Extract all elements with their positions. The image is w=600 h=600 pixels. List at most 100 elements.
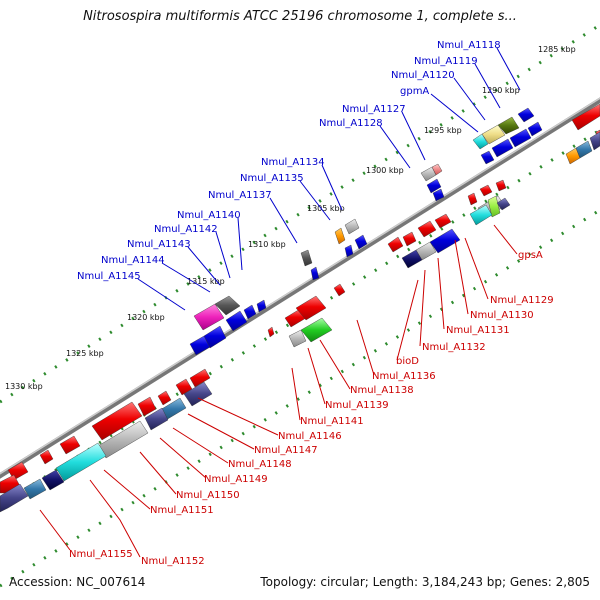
- gene-feature: [472, 133, 489, 150]
- gene-feature: [344, 244, 354, 258]
- label-Nmul_A1149[interactable]: Nmul_A1149: [204, 474, 268, 485]
- label-gpmA[interactable]: gpmA: [400, 86, 429, 97]
- gene-feature: [137, 396, 157, 417]
- reverse-strand-features: [0, 121, 600, 513]
- label-Nmul_A1150[interactable]: Nmul_A1150: [176, 490, 240, 501]
- label-Nmul_A1140[interactable]: Nmul_A1140: [177, 210, 241, 221]
- gene-feature: [288, 329, 307, 348]
- label-Nmul_A1143[interactable]: Nmul_A1143: [127, 239, 191, 250]
- gene-feature: [183, 381, 213, 407]
- gene-feature: [189, 368, 211, 388]
- gene-feature: [401, 249, 423, 269]
- scale-label-1295: 1295 kbp: [424, 126, 462, 135]
- gene-feature: [479, 184, 493, 197]
- gene-feature: [575, 140, 593, 159]
- gene-feature: [431, 163, 443, 176]
- outer-tick-ring: [0, 23, 600, 404]
- gene-feature: [193, 303, 225, 331]
- label-Nmul_A1146[interactable]: Nmul_A1146: [278, 431, 342, 442]
- scale-label-1305: 1305 kbp: [307, 204, 345, 213]
- gene-feature: [267, 326, 275, 338]
- scale-labels: 1285 kbp 1290 kbp 1295 kbp 1300 kbp 1305…: [5, 45, 576, 391]
- gene-feature: [429, 228, 461, 254]
- gene-feature: [469, 204, 493, 226]
- label-Nmul_A1119[interactable]: Nmul_A1119: [414, 56, 478, 67]
- gene-feature: [495, 179, 507, 192]
- label-Nmul_A1142[interactable]: Nmul_A1142: [154, 224, 218, 235]
- label-Nmul_A1128[interactable]: Nmul_A1128: [319, 118, 383, 129]
- page-title: Nitrosospira multiformis ATCC 25196 chro…: [83, 9, 517, 24]
- mid-tick-ring: [0, 128, 600, 507]
- label-Nmul_A1129[interactable]: Nmul_A1129: [490, 295, 554, 306]
- label-Nmul_A1138[interactable]: Nmul_A1138: [350, 385, 414, 396]
- label-bioD[interactable]: bioD: [396, 356, 419, 367]
- forward-gene-labels: Nmul_A1118 Nmul_A1119 Nmul_A1120 gpmA Nm…: [77, 40, 501, 282]
- label-Nmul_A1136[interactable]: Nmul_A1136: [372, 371, 436, 382]
- reverse-gene-labels: gpsA Nmul_A1129 Nmul_A1130 Nmul_A1131 Nm…: [69, 250, 554, 567]
- gene-feature: [295, 295, 327, 321]
- gene-feature: [354, 234, 368, 250]
- scale-label-1285: 1285 kbp: [538, 45, 576, 54]
- label-Nmul_A1152[interactable]: Nmul_A1152: [141, 556, 205, 567]
- label-Nmul_A1127[interactable]: Nmul_A1127: [342, 104, 406, 115]
- gene-feature: [402, 231, 417, 247]
- gene-feature: [144, 407, 169, 431]
- gene-feature: [23, 478, 47, 500]
- gene-feature: [487, 195, 501, 218]
- gene-feature: [432, 188, 445, 202]
- label-Nmul_A1137[interactable]: Nmul_A1137: [208, 190, 272, 201]
- gene-feature: [434, 213, 452, 229]
- gene-feature: [517, 107, 535, 123]
- gene-feature: [344, 218, 360, 235]
- scale-label-1325: 1325 kbp: [66, 349, 104, 358]
- label-Nmul_A1151[interactable]: Nmul_A1151: [150, 505, 214, 516]
- gene-feature: [497, 116, 520, 135]
- gene-feature: [426, 178, 442, 194]
- label-Nmul_A1131[interactable]: Nmul_A1131: [446, 325, 510, 336]
- gene-feature: [334, 227, 346, 245]
- label-Nmul_A1132[interactable]: Nmul_A1132: [422, 342, 486, 353]
- label-Nmul_A1147[interactable]: Nmul_A1147: [254, 445, 318, 456]
- label-Nmul_A1145[interactable]: Nmul_A1145: [77, 271, 141, 282]
- scale-label-1290: 1290 kbp: [482, 86, 520, 95]
- gene-feature: [571, 103, 600, 131]
- chromosome-backbone: [0, 97, 600, 479]
- gene-feature: [491, 138, 514, 158]
- label-Nmul_A1135[interactable]: Nmul_A1135: [240, 173, 304, 184]
- accession-label: Accession: NC_007614: [9, 575, 146, 589]
- gene-feature: [39, 449, 54, 465]
- gene-feature: [300, 317, 333, 343]
- gene-feature: [589, 131, 600, 151]
- topology-label: Topology: circular; Length: 3,184,243 bp…: [260, 575, 590, 589]
- gene-feature: [157, 390, 172, 406]
- label-Nmul_A1141[interactable]: Nmul_A1141: [300, 416, 364, 427]
- gene-feature: [203, 325, 227, 349]
- label-Nmul_A1148[interactable]: Nmul_A1148: [228, 459, 292, 470]
- label-Nmul_A1155[interactable]: Nmul_A1155: [69, 549, 133, 560]
- gene-feature: [225, 310, 248, 332]
- gene-feature: [55, 442, 107, 482]
- gene-feature: [310, 266, 320, 281]
- scale-label-1320: 1320 kbp: [127, 313, 165, 322]
- label-Nmul_A1118[interactable]: Nmul_A1118: [437, 40, 501, 51]
- inner-tick-ring: [0, 208, 600, 588]
- gene-feature: [333, 283, 346, 297]
- leader-lines-forward: [137, 47, 521, 311]
- gene-feature: [527, 121, 543, 137]
- gene-feature: [509, 128, 532, 148]
- gene-feature: [467, 192, 478, 206]
- gene-feature: [417, 220, 437, 238]
- label-Nmul_A1134[interactable]: Nmul_A1134: [261, 157, 325, 168]
- label-gpsA[interactable]: gpsA: [518, 250, 543, 261]
- label-Nmul_A1120[interactable]: Nmul_A1120: [391, 70, 455, 81]
- gene-feature: [481, 124, 506, 145]
- gene-feature: [41, 469, 65, 491]
- label-Nmul_A1139[interactable]: Nmul_A1139: [325, 400, 389, 411]
- scale-label-1300: 1300 kbp: [366, 166, 404, 175]
- label-Nmul_A1144[interactable]: Nmul_A1144: [101, 255, 165, 266]
- gene-feature: [59, 435, 81, 455]
- scale-label-1315: 1315 kbp: [187, 277, 225, 286]
- scale-label-1310: 1310 kbp: [248, 240, 286, 249]
- label-Nmul_A1130[interactable]: Nmul_A1130: [470, 310, 534, 321]
